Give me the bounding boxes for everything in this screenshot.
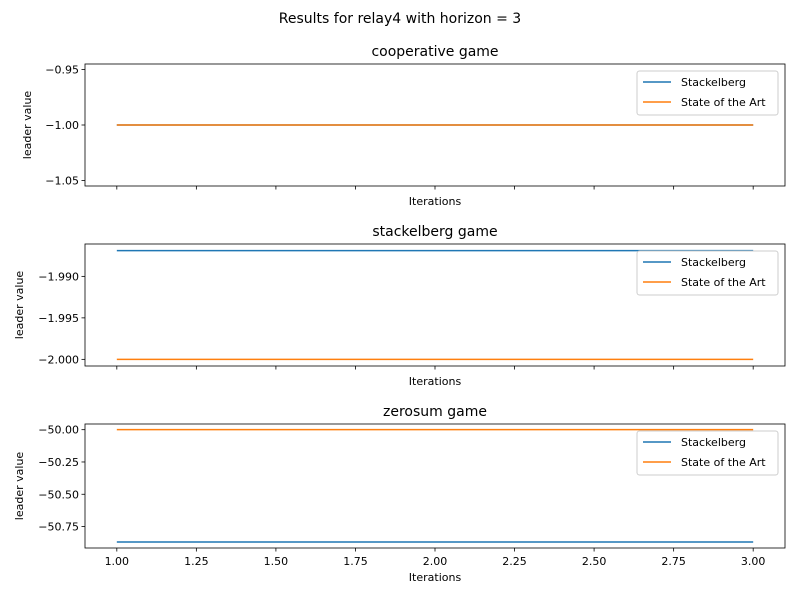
y-axis-label-0: leader value bbox=[21, 91, 34, 160]
x-tick-label-2-8: 3.00 bbox=[741, 555, 766, 568]
x-tick-label-2-6: 2.50 bbox=[582, 555, 607, 568]
x-tick-label-2-1: 1.25 bbox=[184, 555, 209, 568]
plot-title-0: cooperative game bbox=[371, 44, 498, 60]
legend-box-2 bbox=[636, 430, 779, 476]
legend-label-0-1: State of the Art bbox=[681, 96, 766, 109]
legend-box-0 bbox=[636, 70, 779, 116]
x-axis-label-2: Iterations bbox=[409, 571, 462, 584]
y-axis-label-1: leader value bbox=[13, 271, 26, 340]
x-tick-label-2-0: 1.00 bbox=[105, 555, 130, 568]
y-tick-label-2-1: −50.25 bbox=[38, 456, 79, 469]
y-tick-label-1-0: −1.990 bbox=[38, 270, 79, 283]
x-tick-label-2-5: 2.25 bbox=[502, 555, 527, 568]
y-tick-label-0-2: −1.05 bbox=[45, 174, 79, 187]
plot-title-1: stackelberg game bbox=[372, 224, 497, 240]
x-axis-label-0: Iterations bbox=[409, 195, 462, 208]
y-tick-label-2-0: −50.00 bbox=[38, 424, 79, 437]
y-tick-label-1-1: −1.995 bbox=[38, 312, 79, 325]
x-tick-label-2-3: 1.75 bbox=[343, 555, 368, 568]
y-tick-label-0-1: −1.00 bbox=[45, 119, 79, 132]
x-tick-label-2-2: 1.50 bbox=[264, 555, 289, 568]
y-axis-label-2: leader value bbox=[13, 452, 26, 521]
legend-label-2-1: State of the Art bbox=[681, 456, 766, 469]
y-tick-label-0-0: −0.95 bbox=[45, 64, 79, 77]
legend-label-2-0: Stackelberg bbox=[681, 436, 746, 449]
legend-label-1-0: Stackelberg bbox=[681, 256, 746, 269]
x-tick-label-2-7: 2.75 bbox=[661, 555, 686, 568]
legend-label-0-0: Stackelberg bbox=[681, 76, 746, 89]
y-tick-label-1-2: −2.000 bbox=[38, 353, 79, 366]
legend-label-1-1: State of the Art bbox=[681, 276, 766, 289]
y-tick-label-2-2: −50.50 bbox=[38, 488, 79, 501]
x-tick-label-2-4: 2.00 bbox=[423, 555, 448, 568]
y-tick-label-2-3: −50.75 bbox=[38, 521, 79, 534]
legend-box-1 bbox=[636, 250, 779, 296]
figure-suptitle: Results for relay4 with horizon = 3 bbox=[279, 11, 521, 27]
x-axis-label-1: Iterations bbox=[409, 375, 462, 388]
plot-title-2: zerosum game bbox=[383, 404, 487, 420]
